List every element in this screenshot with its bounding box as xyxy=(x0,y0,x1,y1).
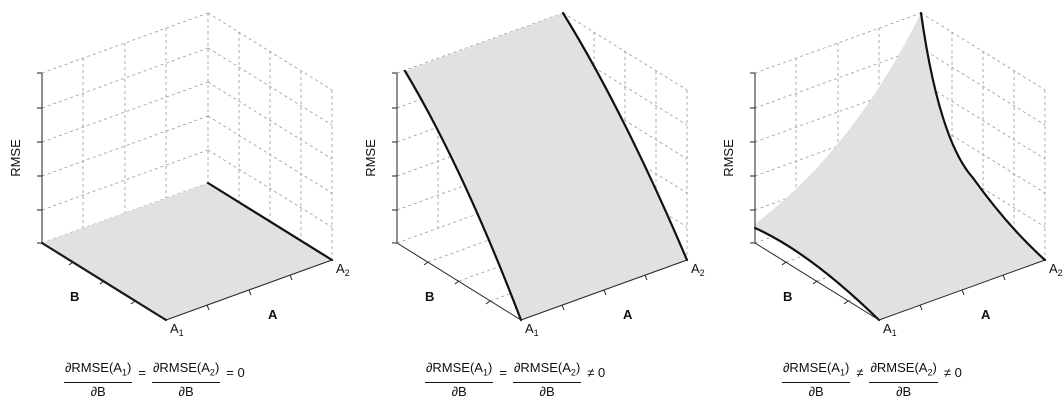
fraction-a1: ∂RMSE(A1) ∂B xyxy=(782,360,851,399)
corner-label-a2: A2 xyxy=(691,261,705,278)
b-axis-label: B xyxy=(70,289,79,304)
b-axis-label: B xyxy=(783,289,792,304)
operator-result: ≠ 0 xyxy=(943,364,962,380)
corner-label-a1: A1 xyxy=(525,321,539,338)
fraction-a2: ∂RMSE(A2) ∂B xyxy=(869,360,938,399)
fraction-a1: ∂RMSE(A1) ∂B xyxy=(425,360,494,399)
formula-panel-1: ∂RMSE(A1) ∂B = ∂RMSE(A2) ∂B = 0 xyxy=(62,360,249,399)
a-axis-label: A xyxy=(268,307,278,322)
corner-label-a1: A1 xyxy=(170,321,184,338)
axes xyxy=(750,72,1046,321)
y-axis-label: RMSE xyxy=(8,139,23,177)
corner-label-a2: A2 xyxy=(336,261,350,278)
formula-panel-2: ∂RMSE(A1) ∂B = ∂RMSE(A2) ∂B ≠ 0 xyxy=(423,360,609,399)
b-axis-label: B xyxy=(425,289,434,304)
rmse-surface xyxy=(405,13,687,320)
y-axis-label: RMSE xyxy=(721,139,736,177)
corner-label-a2: A2 xyxy=(1049,261,1063,278)
rmse-surface xyxy=(755,13,1045,320)
axes xyxy=(37,72,333,321)
a2-edge-curve xyxy=(561,11,689,262)
a2-edge-curve xyxy=(206,181,334,262)
a-axis-label: A xyxy=(981,307,991,322)
surface-plot-linear: RMSE B A A2 A1 xyxy=(363,11,705,338)
a1-edge-curve xyxy=(403,69,523,322)
axes xyxy=(392,72,688,321)
operator-result: ≠ 0 xyxy=(587,364,606,380)
a1-edge-curve xyxy=(753,226,881,322)
formula-panel-3: ∂RMSE(A1) ∂B ≠ ∂RMSE(A2) ∂B ≠ 0 xyxy=(780,360,966,399)
fraction-a2: ∂RMSE(A2) ∂B xyxy=(151,360,221,399)
operator: = xyxy=(499,364,507,380)
fraction-a1: ∂RMSE(A1) ∂B xyxy=(64,360,133,399)
operator-result: = 0 xyxy=(226,364,245,380)
a-axis-label: A xyxy=(623,307,633,322)
rmse-surface xyxy=(42,183,332,320)
surface-plot-interacting: RMSE B A A2 A1 xyxy=(721,11,1063,338)
a2-edge-curve xyxy=(919,11,1047,262)
operator: = xyxy=(138,364,146,380)
surface-plot-flat: RMSE B A A2 A1 xyxy=(8,12,350,338)
fraction-a2: ∂RMSE(A2) ∂B xyxy=(512,360,582,399)
operator: ≠ xyxy=(856,364,864,380)
y-axis-label: RMSE xyxy=(363,139,378,177)
corner-label-a1: A1 xyxy=(883,321,897,338)
